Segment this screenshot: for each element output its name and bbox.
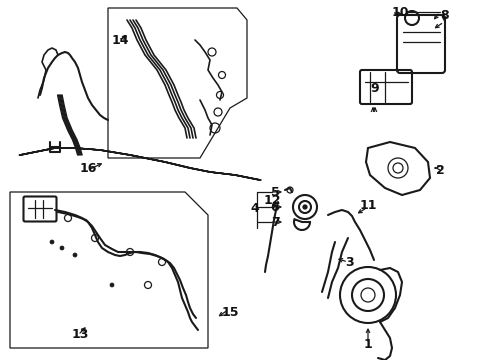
Text: 9: 9 [371, 81, 379, 95]
Text: 11: 11 [359, 198, 377, 212]
Text: 14: 14 [111, 33, 129, 46]
Text: 1: 1 [364, 338, 372, 351]
Circle shape [110, 283, 114, 287]
Circle shape [303, 205, 307, 209]
Text: 5: 5 [270, 185, 279, 198]
Text: 2: 2 [436, 163, 444, 176]
Text: 4: 4 [250, 202, 259, 215]
Text: 10: 10 [391, 5, 409, 18]
Text: 16: 16 [79, 162, 97, 175]
Circle shape [73, 253, 77, 257]
Circle shape [60, 246, 64, 250]
Circle shape [50, 240, 54, 244]
Text: 6: 6 [270, 201, 279, 213]
Text: 3: 3 [345, 256, 354, 270]
Text: 8: 8 [441, 9, 449, 22]
Text: 7: 7 [270, 216, 279, 229]
Text: 13: 13 [72, 328, 89, 342]
Text: 12: 12 [263, 194, 281, 207]
Text: 15: 15 [221, 306, 239, 319]
